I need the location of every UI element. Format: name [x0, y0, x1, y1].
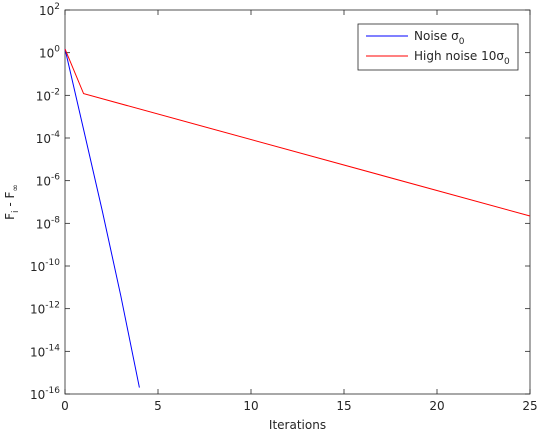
x-tick-label: 10	[243, 399, 258, 413]
y-axis-label: Fi​ - F∞​	[3, 184, 21, 220]
series-line	[64, 48, 531, 217]
y-tick-label: 10-4​	[36, 130, 61, 146]
x-tick-label: 5	[154, 399, 162, 413]
plot-area	[64, 9, 531, 395]
x-tick-label: 25	[522, 399, 537, 413]
y-tick-label: 10-10​	[30, 258, 60, 274]
y-tick-label: 10-8​	[36, 215, 61, 231]
y-tick-label: 10-12​	[30, 301, 60, 317]
y-tick-label: 10-6​	[36, 173, 61, 189]
y-tick-label: 10-16​	[30, 386, 60, 402]
x-tick-label: 20	[429, 399, 444, 413]
series-line	[64, 48, 140, 388]
legend-label: Noise σ0​	[414, 29, 465, 47]
y-tick-label: 102​	[39, 2, 60, 18]
y-tick-label: 10-2​	[36, 87, 60, 103]
x-tick-label: 0	[61, 399, 69, 413]
y-tick-label: 100​	[39, 45, 60, 61]
y-tick-label: 10-14​	[30, 343, 60, 359]
x-tick-label: 15	[336, 399, 351, 413]
legend-label: High noise 10σ0​	[414, 49, 510, 67]
x-axis-label: Iterations	[269, 418, 326, 430]
legend-box	[357, 23, 519, 71]
